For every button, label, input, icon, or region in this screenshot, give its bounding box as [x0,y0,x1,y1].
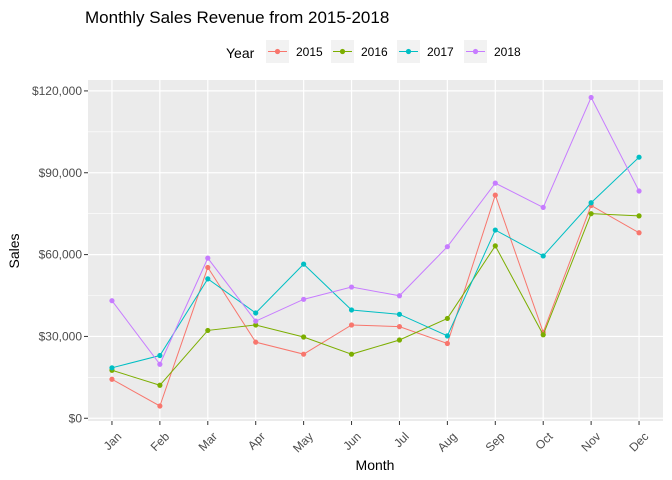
x-axis: Jan Feb Mar Apr May Jun Jul Aug Sep Oct Nov Dec [101,421,651,455]
data-point [444,315,450,322]
series-2018 [109,94,642,367]
legend-label: 2017 [427,45,454,59]
y-axis: $0 $30,000 $60,000 $90,000 $120,000 [32,84,88,425]
plot-panel [88,80,663,421]
data-point [396,293,403,299]
y-tick-label: $0 [69,411,83,425]
series-2017 [109,154,642,371]
y-axis-title: Sales [6,233,22,268]
data-point [588,94,594,101]
data-point [636,230,642,236]
data-point [301,351,307,357]
data-point [492,192,498,198]
data-point [444,244,450,250]
data-point [444,340,450,347]
y-tick-label: $60,000 [39,248,83,262]
legend-label: 2016 [361,45,388,59]
legend-key-point [274,48,281,55]
x-tick-label: Nov [578,429,603,454]
y-tick-label: $120,000 [32,84,82,98]
data-point [588,211,594,217]
x-tick-label: Mar [196,429,221,454]
data-point [157,361,163,367]
data-point [253,339,259,345]
data-point [540,253,546,259]
data-point [205,255,211,261]
series-2015 [109,192,642,409]
data-point [301,261,307,267]
data-point [301,334,307,340]
data-point [109,376,115,382]
legend-label: 2015 [296,45,323,59]
data-point [253,310,259,316]
x-axis-title: Month [356,457,395,473]
data-point [540,332,546,338]
data-point [205,327,211,334]
x-tick-label: Jun [340,429,364,453]
data-point [157,352,163,359]
y-tick-label: $90,000 [39,166,83,180]
data-point [348,351,355,357]
series-line [111,213,640,386]
series-2016 [109,211,642,388]
legend-item: 2018 [464,40,521,63]
data-point [205,276,211,282]
x-tick-label: Dec [626,429,651,454]
x-tick-label: Jul [391,429,412,450]
data-point [492,227,498,233]
data-point [636,213,642,219]
data-point [157,403,163,409]
legend-key-point [339,48,346,55]
data-point [588,200,594,206]
data-point [253,318,259,324]
series-layer [109,94,642,409]
data-point [396,311,403,317]
data-point [157,382,163,388]
data-point [396,337,403,343]
legend-item: 2016 [331,40,388,63]
x-tick-label: May [290,429,316,455]
data-point [636,154,642,160]
data-point [348,284,355,290]
data-point [396,324,403,330]
data-point [444,333,450,339]
legend-key-point [405,48,412,55]
series-line [111,193,640,407]
data-point [636,188,642,194]
legend-item: 2015 [266,40,323,63]
data-point [348,322,355,328]
x-tick-label: Sep [483,429,508,454]
y-tick-label: $30,000 [39,329,83,343]
x-tick-label: Apr [245,429,268,452]
x-tick-label: Aug [435,429,460,454]
data-point [205,264,211,271]
legend: Year 2015 2016 2017 2018 [226,40,521,63]
data-point [109,298,115,304]
data-point [301,296,307,302]
data-point [253,322,259,328]
legend-title: Year [226,45,255,61]
legend-item: 2017 [397,40,454,63]
data-point [540,204,546,210]
x-tick-label: Oct [532,429,556,453]
chart-title: Monthly Sales Revenue from 2015-2018 [85,8,389,27]
data-point [492,180,498,186]
x-tick-label: Jan [101,429,125,453]
data-point [348,307,355,313]
data-point [492,243,498,249]
series-line [111,156,640,369]
data-point [109,365,115,371]
x-tick-label: Feb [148,429,173,454]
legend-label: 2018 [494,45,521,59]
series-line [111,96,640,366]
legend-key-point [472,48,479,55]
